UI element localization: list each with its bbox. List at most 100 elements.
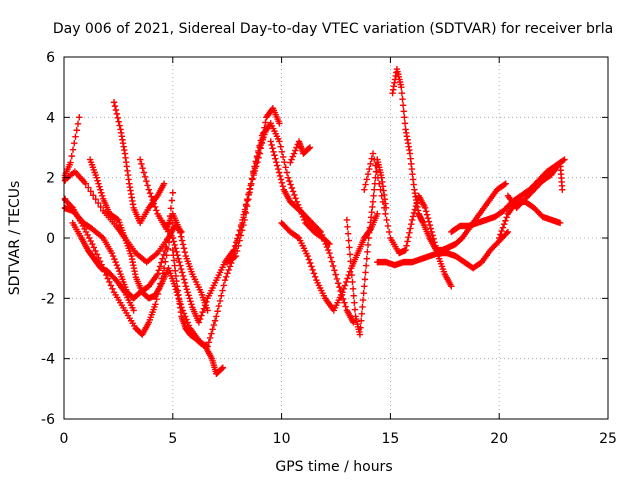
data-point-arc-13 (374, 210, 381, 218)
data-point-arc-9 (171, 241, 178, 249)
data-point-arc-16 (425, 218, 433, 225)
data-point-arc-15 (346, 251, 354, 258)
data-point-arc-11 (231, 253, 238, 261)
data-point-arc-13 (309, 266, 316, 274)
data-point-arc-4 (114, 264, 122, 272)
y-tick-label: -6 (41, 412, 55, 428)
data-point-arc-16 (371, 156, 378, 163)
data-point-arc-11 (243, 202, 251, 210)
data-point-arc-12 (271, 152, 278, 159)
data-point-arc-12 (269, 145, 276, 152)
data-point-arc-7 (116, 122, 123, 129)
data-point-arc-1 (76, 114, 83, 121)
data-point-arc-16 (380, 204, 388, 212)
data-point-arc-11 (251, 163, 258, 170)
data-point-arc-12 (332, 271, 339, 278)
data-point-arc-12 (321, 237, 328, 245)
data-point-arc-9 (175, 255, 182, 262)
data-point-arc-11 (238, 227, 246, 234)
data-point-arc-4 (158, 259, 165, 266)
data-point-arc-13 (341, 282, 349, 289)
data-point-arc-15 (358, 310, 366, 318)
data-point-arc-11 (276, 138, 283, 145)
data-point-arc-9 (183, 286, 190, 293)
data-point-arc-10 (220, 282, 227, 289)
data-point-arc-12 (274, 165, 282, 173)
data-point-arc-11 (279, 153, 287, 161)
data-point-arc-16 (407, 225, 414, 232)
data-point-arc-2 (87, 188, 94, 195)
data-point-arc-15 (363, 255, 370, 262)
data-point-arc-12 (330, 262, 337, 270)
y-tick-label: 6 (46, 50, 55, 66)
data-point-arc-12 (276, 172, 284, 180)
data-point-arc-12 (342, 303, 349, 310)
data-point-arc-9 (195, 319, 203, 326)
data-point-arc-10 (223, 273, 230, 280)
data-point-arc-11 (236, 237, 243, 244)
data-point-arc-16 (366, 165, 373, 173)
data-point-arc-9 (198, 312, 205, 319)
data-point-arc-15 (364, 241, 372, 249)
data-point-arc-11 (286, 177, 293, 185)
data-point-arc-15 (344, 223, 351, 230)
data-point-arc-9 (201, 302, 209, 309)
data-point-arc-2 (82, 180, 89, 187)
data-point-arc-13 (305, 256, 313, 263)
data-point-arc-13 (311, 273, 319, 280)
data-point-arc-11 (283, 169, 291, 176)
data-point-arc-16 (362, 181, 369, 188)
data-point-arc-15 (357, 317, 365, 324)
data-point-arc-3 (109, 285, 116, 293)
data-point-arc-12 (339, 295, 347, 302)
data-point-arc-12 (277, 176, 285, 183)
data-point-arc-8 (136, 156, 144, 163)
data-point-arc-16 (377, 186, 384, 193)
data-point-arc-9 (179, 272, 187, 280)
data-point-arc-11 (253, 152, 261, 160)
data-point-arc-15 (360, 289, 367, 297)
data-point-arc-1 (73, 127, 80, 134)
data-point-arc-10 (211, 317, 219, 324)
data-point-arc-4 (163, 243, 170, 251)
data-point-arc-7 (112, 106, 120, 114)
data-point-arc-11 (277, 143, 284, 150)
data-point-arc-12 (317, 228, 324, 236)
data-point-arc-15 (348, 271, 356, 279)
data-point-arc-11 (278, 148, 286, 156)
data-point-arc-11 (257, 137, 264, 144)
data-point-arc-5 (130, 307, 137, 314)
data-point-arc-12 (273, 158, 280, 166)
data-point-arc-17 (399, 96, 406, 103)
data-point-arc-7 (114, 114, 121, 121)
data-point-arc-8 (149, 196, 156, 204)
data-point-arc-8 (139, 164, 146, 172)
data-point-arc-15 (361, 276, 369, 283)
data-point-arc-11 (282, 164, 289, 171)
data-point-arc-14 (288, 156, 295, 163)
x-tick-label: 5 (168, 431, 177, 447)
y-tick-label: 4 (46, 110, 55, 126)
data-point-arc-4 (155, 267, 163, 274)
data-point-arc-6 (94, 177, 101, 184)
data-point-arc-12 (274, 162, 281, 169)
data-point-arc-15 (350, 292, 357, 299)
data-point-arc-4 (164, 236, 171, 243)
data-point-arc-12 (350, 319, 357, 326)
data-point-arc-8 (176, 225, 183, 233)
data-point-arc-4 (116, 267, 123, 275)
data-point-arc-4 (159, 255, 166, 262)
data-point-arc-8 (143, 177, 150, 185)
data-point-arc-17 (398, 83, 405, 91)
data-point-arc-10 (204, 343, 211, 350)
data-point-arc-16 (384, 222, 392, 230)
data-point-arc-20 (503, 214, 510, 221)
data-point-arc-15 (370, 192, 377, 199)
data-point-arc-8 (178, 237, 186, 244)
data-point-arc-11 (284, 174, 292, 181)
data-point-arc-11 (252, 158, 259, 165)
data-point-arc-15 (369, 198, 377, 205)
data-point-arc-8 (145, 186, 153, 193)
data-point-arc-2 (97, 203, 104, 211)
